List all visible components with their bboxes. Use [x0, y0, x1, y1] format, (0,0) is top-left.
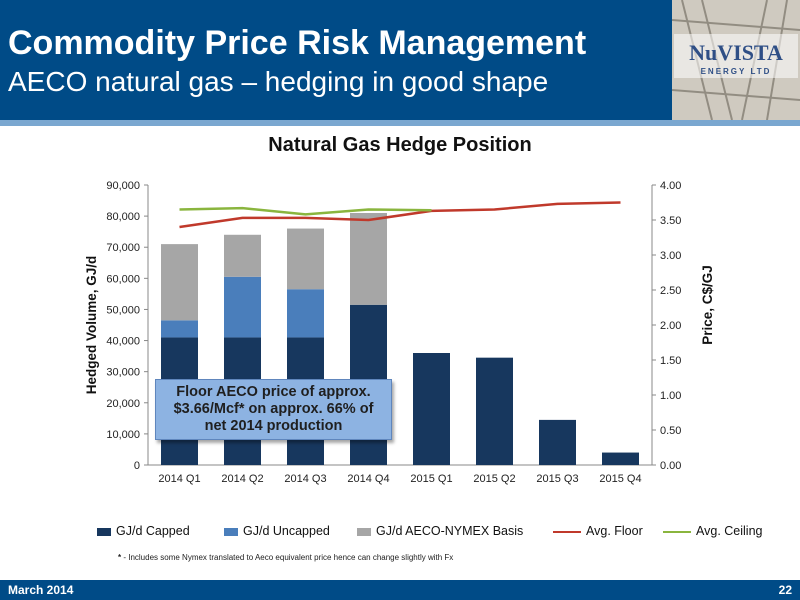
floor-price-callout: Floor AECO price of approx. $3.66/Mcf* o… [155, 379, 392, 440]
slide-subtitle: AECO natural gas – hedging in good shape [8, 66, 549, 97]
legend-swatch-ceiling [663, 530, 691, 533]
y-tick-label: 70,000 [106, 242, 140, 254]
y-tick-label: 90,000 [106, 180, 140, 192]
chart-title: Natural Gas Hedge Position [268, 134, 532, 156]
bar-basis [224, 234, 261, 277]
y-tick-label: 20,000 [106, 398, 140, 410]
slide-title: Commodity Price Risk Management [8, 24, 587, 62]
bar-uncapped [224, 276, 261, 338]
y2-tick-label: 2.50 [660, 285, 681, 297]
line-avg-ceiling [179, 206, 432, 216]
legend-swatch-uncapped [224, 527, 238, 536]
legend-swatch-basis [357, 527, 371, 536]
legend-swatch-floor [553, 530, 581, 533]
svg-text:ENERGY LTD: ENERGY LTD [701, 67, 772, 76]
x-tick-label: 2014 Q1 [158, 473, 200, 485]
y-tick-label: 40,000 [106, 336, 140, 348]
header-bar: Commodity Price Risk Management AECO nat… [0, 0, 800, 120]
x-tick-label: 2015 Q4 [599, 473, 641, 485]
y2-axis-title: Price, C$/GJ [700, 265, 715, 345]
bar-capped [539, 419, 576, 465]
callout-line-1: Floor AECO price of approx. [176, 384, 371, 400]
header-divider [0, 120, 800, 126]
bar-basis [350, 213, 387, 305]
footnote: * - Includes some Nymex translated to Ae… [118, 553, 454, 562]
x-tick-label: 2015 Q3 [536, 473, 578, 485]
y-axis-title: Hedged Volume, GJ/d [84, 256, 99, 395]
bar-basis [161, 244, 198, 321]
bar-capped [602, 452, 639, 465]
callout-line-3: net 2014 production [204, 418, 343, 434]
x-tick-label: 2015 Q1 [410, 473, 452, 485]
x-tick-label: 2014 Q2 [221, 473, 263, 485]
x-tick-label: 2015 Q2 [473, 473, 515, 485]
bar-uncapped [161, 320, 198, 338]
footer-bar: March 2014 22 [0, 580, 800, 600]
y2-tick-label: 1.50 [660, 355, 681, 367]
page-number: 22 [778, 583, 792, 597]
bar-capped [476, 357, 513, 465]
line-avg-floor [179, 201, 621, 229]
svg-text:NuVISTA: NuVISTA [689, 40, 783, 65]
y2-tick-label: 2.00 [660, 320, 681, 332]
y2-tick-label: 0.00 [660, 460, 681, 472]
y-tick-label: 60,000 [106, 273, 140, 285]
y2-tick-label: 1.00 [660, 390, 681, 402]
y2-tick-label: 3.00 [660, 250, 681, 262]
y-tick-label: 50,000 [106, 304, 140, 316]
y2-tick-label: 4.00 [660, 180, 681, 192]
legend-item-uncapped: GJ/d Uncapped [224, 524, 330, 538]
footer-date: March 2014 [8, 583, 74, 597]
bar-capped [413, 353, 450, 465]
y-tick-label: 0 [134, 460, 140, 472]
legend-item-floor: Avg. Floor [553, 524, 643, 538]
y-tick-label: 10,000 [106, 429, 140, 441]
callout-line-2: $3.66/Mcf* on approx. 66% of [173, 401, 374, 417]
y-tick-label: 80,000 [106, 211, 140, 223]
y2-tick-label: 3.50 [660, 215, 681, 227]
logo-image: NuVISTA ENERGY LTD [672, 0, 800, 120]
y-tick-label: 30,000 [106, 367, 140, 379]
legend-item-basis: GJ/d AECO-NYMEX Basis [357, 524, 523, 538]
x-tick-label: 2014 Q3 [284, 473, 326, 485]
bar-basis [287, 228, 324, 290]
y2-tick-label: 0.50 [660, 425, 681, 437]
legend-item-capped: GJ/d Capped [97, 524, 190, 538]
legend-item-ceiling: Avg. Ceiling [663, 524, 762, 538]
bar-uncapped [287, 289, 324, 338]
legend-swatch-capped [97, 527, 111, 536]
x-tick-label: 2014 Q4 [347, 473, 389, 485]
company-logo: NuVISTA ENERGY LTD [672, 0, 800, 120]
